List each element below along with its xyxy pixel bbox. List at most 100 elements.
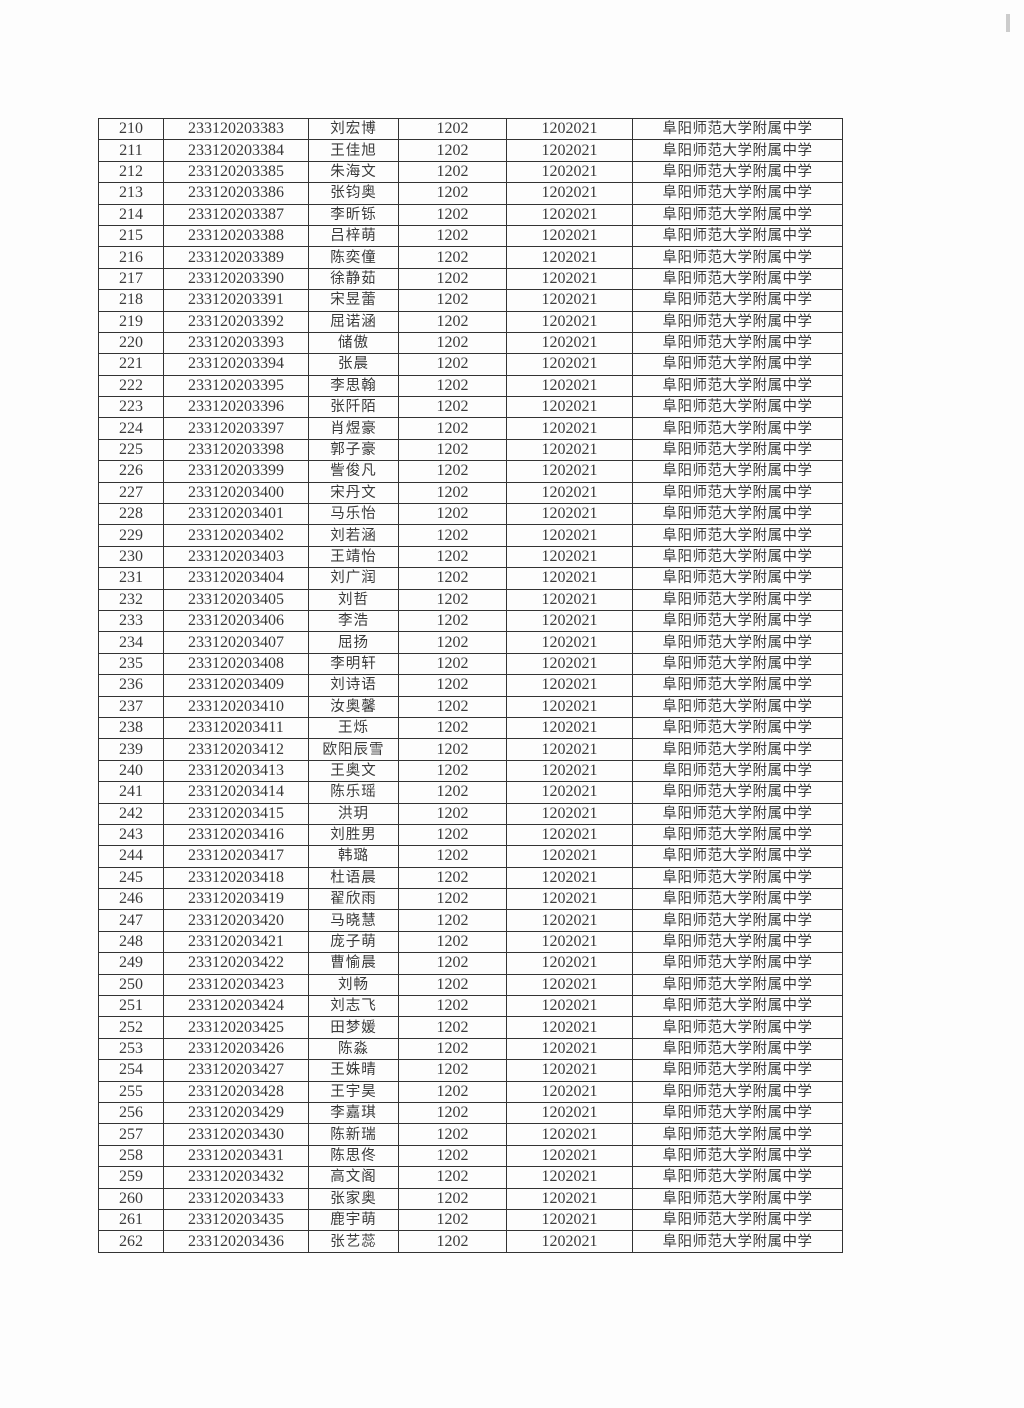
- seq-cell: 212: [98, 160, 164, 184]
- sub-code-cell: 1202021: [506, 246, 633, 269]
- sub-code-cell: 1202021: [506, 203, 633, 226]
- school-cell: 阜阳师范大学附属中学: [632, 781, 843, 804]
- exam-id-cell: 233120203388: [163, 224, 309, 248]
- table-row: 221 233120203394 张晨 1202 1202021 阜阳师范大学附属中学: [98, 353, 843, 376]
- name-cell: 鹿宇萌: [308, 1208, 399, 1232]
- code-cell: 1202: [398, 738, 507, 761]
- table-row: 236 233120203409 刘诗语 1202 1202021 阜阳师范大学附属中学: [98, 674, 843, 697]
- school-cell: 阜阳师范大学附属中学: [632, 460, 843, 483]
- code-cell: 1202: [398, 331, 507, 355]
- name-cell: 刘宏博: [308, 117, 399, 141]
- school-cell: 阜阳师范大学附属中学: [632, 1037, 843, 1061]
- exam-id-cell: 233120203427: [163, 1059, 309, 1082]
- code-cell: 1202: [398, 481, 507, 505]
- school-cell: 阜阳师范大学附属中学: [632, 1059, 843, 1082]
- table-row: 251 233120203424 刘志飞 1202 1202021 阜阳师范大学附属中学: [98, 995, 843, 1018]
- student-table: 210 233120203383 刘宏博 1202 1202021 阜阳师范大学附属中学 2…: [98, 117, 843, 1253]
- sub-code-cell: 1202021: [506, 695, 633, 718]
- code-cell: 1202: [398, 652, 507, 676]
- name-cell: 高文阁: [308, 1166, 399, 1189]
- exam-id-cell: 233120203417: [163, 845, 309, 868]
- sub-code-cell: 1202021: [506, 759, 633, 783]
- code-cell: 1202: [398, 203, 507, 226]
- seq-cell: 217: [98, 267, 164, 291]
- exam-id-cell: 233120203404: [163, 567, 309, 590]
- table-row: 249 233120203422 曹愉晨 1202 1202021 阜阳师范大学附属中学: [98, 952, 843, 975]
- seq-cell: 211: [98, 139, 164, 162]
- name-cell: 李昕铄: [308, 203, 399, 226]
- exam-id-cell: 233120203421: [163, 930, 309, 954]
- sub-code-cell: 1202021: [506, 310, 633, 333]
- name-cell: 陈奕僮: [308, 246, 399, 269]
- code-cell: 1202: [398, 160, 507, 184]
- code-cell: 1202: [398, 695, 507, 718]
- table-row: 227 233120203400 宋丹文 1202 1202021 阜阳师范大学附属中学: [98, 481, 843, 505]
- exam-id-cell: 233120203397: [163, 417, 309, 440]
- code-cell: 1202: [398, 1208, 507, 1232]
- table-row: 259 233120203432 高文阁 1202 1202021 阜阳师范大学附属中学: [98, 1166, 843, 1189]
- code-cell: 1202: [398, 823, 507, 847]
- name-cell: 刘诗语: [308, 674, 399, 697]
- exam-id-cell: 233120203395: [163, 374, 309, 398]
- school-cell: 阜阳师范大学附属中学: [632, 374, 843, 398]
- seq-cell: 225: [98, 438, 164, 462]
- code-cell: 1202: [398, 396, 507, 419]
- seq-cell: 235: [98, 652, 164, 676]
- seq-cell: 220: [98, 331, 164, 355]
- exam-id-cell: 233120203412: [163, 738, 309, 761]
- table-row: 213 233120203386 张钧奥 1202 1202021 阜阳师范大学附属中学: [98, 182, 843, 205]
- table-row: 262 233120203436 张艺蕊 1202 1202021 阜阳师范大学附属中学: [98, 1230, 843, 1253]
- code-cell: 1202: [398, 631, 507, 654]
- table-row: 248 233120203421 庞子萌 1202 1202021 阜阳师范大学附属中学: [98, 930, 843, 954]
- name-cell: 刘胜男: [308, 823, 399, 847]
- table-row: 243 233120203416 刘胜男 1202 1202021 阜阳师范大学附属中学: [98, 823, 843, 847]
- table-row: 212 233120203385 朱海文 1202 1202021 阜阳师范大学附属中学: [98, 160, 843, 184]
- seq-cell: 229: [98, 524, 164, 547]
- sub-code-cell: 1202021: [506, 438, 633, 462]
- sub-code-cell: 1202021: [506, 1187, 633, 1210]
- name-cell: 郭子豪: [308, 438, 399, 462]
- name-cell: 李明轩: [308, 652, 399, 676]
- table-row: 245 233120203418 杜语晨 1202 1202021 阜阳师范大学附属中学: [98, 866, 843, 890]
- code-cell: 1202: [398, 267, 507, 291]
- code-cell: 1202: [398, 117, 507, 141]
- seq-cell: 242: [98, 802, 164, 825]
- school-cell: 阜阳师范大学附属中学: [632, 139, 843, 162]
- school-cell: 阜阳师范大学附属中学: [632, 866, 843, 890]
- exam-id-cell: 233120203410: [163, 695, 309, 718]
- school-cell: 阜阳师范大学附属中学: [632, 353, 843, 376]
- sub-code-cell: 1202021: [506, 481, 633, 505]
- name-cell: 韩璐: [308, 845, 399, 868]
- name-cell: 陈新瑞: [308, 1123, 399, 1146]
- name-cell: 徐静茹: [308, 267, 399, 291]
- name-cell: 杜语晨: [308, 866, 399, 890]
- name-cell: 屈扬: [308, 631, 399, 654]
- exam-id-cell: 233120203384: [163, 139, 309, 162]
- name-cell: 王姝晴: [308, 1059, 399, 1082]
- exam-id-cell: 233120203428: [163, 1080, 309, 1103]
- table-row: 239 233120203412 欧阳辰雪 1202 1202021 阜阳师范大学附属中学: [98, 738, 843, 761]
- exam-id-cell: 233120203399: [163, 460, 309, 483]
- name-cell: 刘畅: [308, 973, 399, 997]
- exam-id-cell: 233120203423: [163, 973, 309, 997]
- school-cell: 阜阳师范大学附属中学: [632, 567, 843, 590]
- name-cell: 王烁: [308, 716, 399, 740]
- table-row: 220 233120203393 储傲 1202 1202021 阜阳师范大学附属中学: [98, 331, 843, 355]
- sub-code-cell: 1202021: [506, 117, 633, 141]
- sub-code-cell: 1202021: [506, 160, 633, 184]
- seq-cell: 234: [98, 631, 164, 654]
- seq-cell: 259: [98, 1166, 164, 1189]
- sub-code-cell: 1202021: [506, 631, 633, 654]
- table-row: 258 233120203431 陈思佟 1202 1202021 阜阳师范大学附属中学: [98, 1144, 843, 1168]
- seq-cell: 219: [98, 310, 164, 333]
- sub-code-cell: 1202021: [506, 1208, 633, 1232]
- school-cell: 阜阳师范大学附属中学: [632, 417, 843, 440]
- code-cell: 1202: [398, 674, 507, 697]
- name-cell: 庞子萌: [308, 930, 399, 954]
- sub-code-cell: 1202021: [506, 802, 633, 825]
- exam-id-cell: 233120203422: [163, 952, 309, 975]
- name-cell: 陈思佟: [308, 1144, 399, 1168]
- code-cell: 1202: [398, 1101, 507, 1125]
- table-row: 211 233120203384 王佳旭 1202 1202021 阜阳师范大学附属中学: [98, 139, 843, 162]
- sub-code-cell: 1202021: [506, 738, 633, 761]
